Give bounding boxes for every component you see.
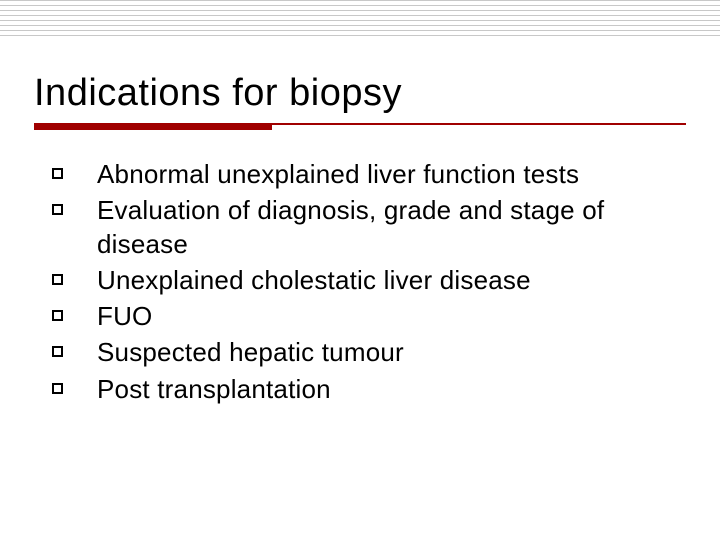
list-item: Post transplantation <box>52 373 676 406</box>
hline <box>0 25 720 26</box>
list-item: Evaluation of diagnosis, grade and stage… <box>52 194 676 261</box>
list-item: FUO <box>52 300 676 333</box>
square-bullet-icon <box>52 383 63 394</box>
hline <box>0 30 720 31</box>
accent-bar-thin <box>272 123 686 125</box>
accent-bar-thick <box>34 123 272 130</box>
square-bullet-icon <box>52 346 63 357</box>
bullet-text: Evaluation of diagnosis, grade and stage… <box>97 194 676 261</box>
hline <box>0 5 720 6</box>
bullet-list: Abnormal unexplained liver function test… <box>34 158 686 406</box>
list-item: Abnormal unexplained liver function test… <box>52 158 676 191</box>
hline <box>0 20 720 21</box>
hline <box>0 10 720 11</box>
square-bullet-icon <box>52 274 63 285</box>
bullet-text: Post transplantation <box>97 373 331 406</box>
bullet-text: Suspected hepatic tumour <box>97 336 404 369</box>
bullet-text: Abnormal unexplained liver function test… <box>97 158 579 191</box>
decorative-top-lines <box>0 0 720 40</box>
hline <box>0 0 720 1</box>
hline <box>0 15 720 16</box>
accent-bar <box>34 123 686 130</box>
square-bullet-icon <box>52 204 63 215</box>
bullet-text: FUO <box>97 300 152 333</box>
slide-content: Indications for biopsy Abnormal unexplai… <box>34 72 686 409</box>
bullet-text: Unexplained cholestatic liver disease <box>97 264 531 297</box>
list-item: Suspected hepatic tumour <box>52 336 676 369</box>
square-bullet-icon <box>52 310 63 321</box>
hline <box>0 35 720 36</box>
slide-title: Indications for biopsy <box>34 72 686 115</box>
list-item: Unexplained cholestatic liver disease <box>52 264 676 297</box>
square-bullet-icon <box>52 168 63 179</box>
